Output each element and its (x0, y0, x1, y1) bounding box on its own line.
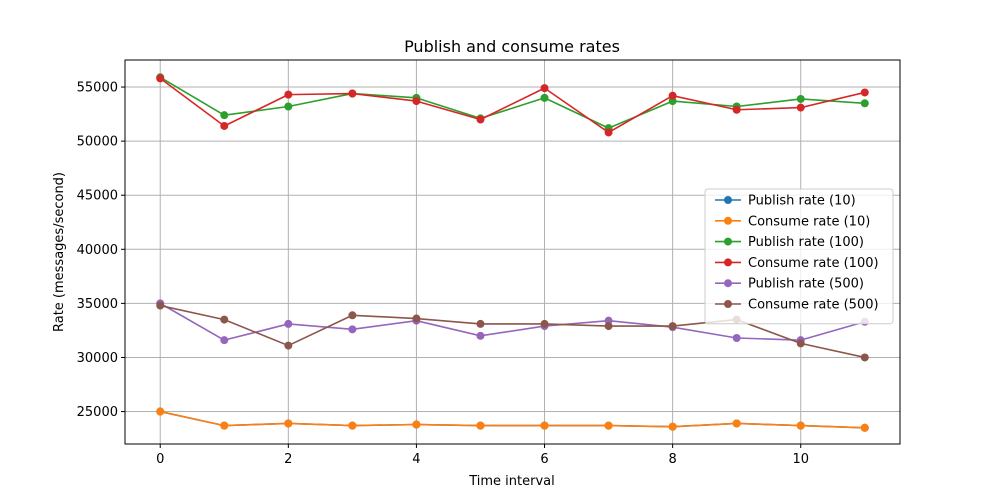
y-tick-label: 25000 (77, 405, 118, 420)
x-tick-label: 0 (156, 452, 164, 467)
legend-label: Publish rate (100) (748, 235, 864, 250)
data-point (668, 422, 677, 431)
legend-swatch-marker (724, 258, 732, 267)
data-point (796, 421, 805, 430)
data-point (220, 315, 229, 324)
data-point (476, 421, 485, 430)
legend-label: Publish rate (500) (748, 277, 864, 292)
data-point (796, 339, 805, 348)
data-point (540, 421, 549, 430)
ticks: 0 2 4 6 8 10 25000 30000 35000 40000 45000 50000 550… (77, 81, 809, 467)
legend-label: Consume rate (100) (748, 256, 879, 271)
data-point (348, 311, 357, 320)
data-point (220, 121, 229, 130)
legend-item: Consume rate (100) (715, 256, 879, 271)
data-point (796, 94, 805, 103)
y-tick-label: 35000 (77, 297, 118, 312)
data-point (796, 103, 805, 112)
series-line (159, 76, 865, 129)
data-point (284, 419, 293, 428)
legend-item: Publish rate (100) (715, 235, 864, 250)
data-point (860, 99, 869, 108)
data-point (284, 90, 293, 99)
data-point (156, 301, 165, 310)
legend-swatch-marker (724, 196, 732, 204)
x-tick-label: 4 (412, 452, 420, 467)
plot-frame (124, 59, 901, 445)
legend-item: Publish rate (10) (715, 194, 856, 209)
y-tick-label: 45000 (77, 189, 118, 204)
data-point (860, 88, 869, 97)
data-point (156, 407, 165, 416)
data-point (220, 111, 229, 120)
data-point (732, 333, 741, 342)
data-point (540, 319, 549, 328)
legend-swatch-marker (724, 237, 732, 246)
data-point (860, 353, 869, 362)
data-point (348, 421, 357, 430)
data-point (412, 97, 421, 106)
data-point (412, 314, 421, 323)
legend: Publish rate (10) Consume rate (10) Publis… (704, 188, 894, 325)
legend-item: Consume rate (10) (715, 214, 870, 229)
data-point (668, 322, 677, 331)
y-tick-label: 40000 (77, 243, 118, 258)
x-axis-label: Time interval (468, 474, 555, 489)
x-tick-label: 6 (540, 452, 548, 467)
data-point (604, 128, 613, 137)
data-point (348, 325, 357, 334)
y-tick-label: 55000 (77, 81, 118, 96)
data-point (732, 105, 741, 114)
legend-item: Publish rate (500) (715, 277, 864, 292)
data-point (604, 421, 613, 430)
y-axis-label: Rate (messages/second) (52, 172, 67, 332)
data-point (732, 419, 741, 428)
legend-swatch-marker (724, 300, 732, 308)
legend-box (704, 188, 894, 325)
data-point (412, 420, 421, 429)
x-tick-label: 10 (792, 452, 809, 467)
x-tick-label: 2 (284, 452, 292, 467)
data-point (476, 115, 485, 124)
chart-title: Publish and consume rates (404, 37, 620, 56)
series-line (159, 77, 865, 134)
data-point (668, 91, 677, 100)
data-point (284, 341, 293, 350)
legend-swatch-marker (724, 279, 732, 288)
series-3 (156, 74, 869, 137)
legend-item: Consume rate (500) (715, 298, 879, 313)
data-point (476, 319, 485, 328)
data-point (284, 319, 293, 328)
data-point (348, 89, 357, 98)
series-1 (156, 407, 869, 432)
data-point (540, 84, 549, 93)
data-point (540, 93, 549, 102)
data-point (476, 331, 485, 340)
y-tick-label: 50000 (77, 135, 118, 150)
data-point (604, 322, 613, 331)
data-point (156, 74, 165, 83)
x-tick-label: 8 (668, 452, 676, 467)
legend-label: Publish rate (10) (748, 194, 856, 209)
legend-label: Consume rate (10) (748, 214, 870, 229)
series-line (160, 410, 865, 429)
legend-swatch-marker (724, 216, 732, 225)
data-point (860, 423, 869, 432)
data-point (220, 421, 229, 430)
data-point (220, 336, 229, 345)
data-point (284, 102, 293, 111)
y-tick-label: 30000 (77, 351, 118, 366)
legend-label: Consume rate (500) (748, 298, 879, 313)
series-line (159, 302, 865, 341)
